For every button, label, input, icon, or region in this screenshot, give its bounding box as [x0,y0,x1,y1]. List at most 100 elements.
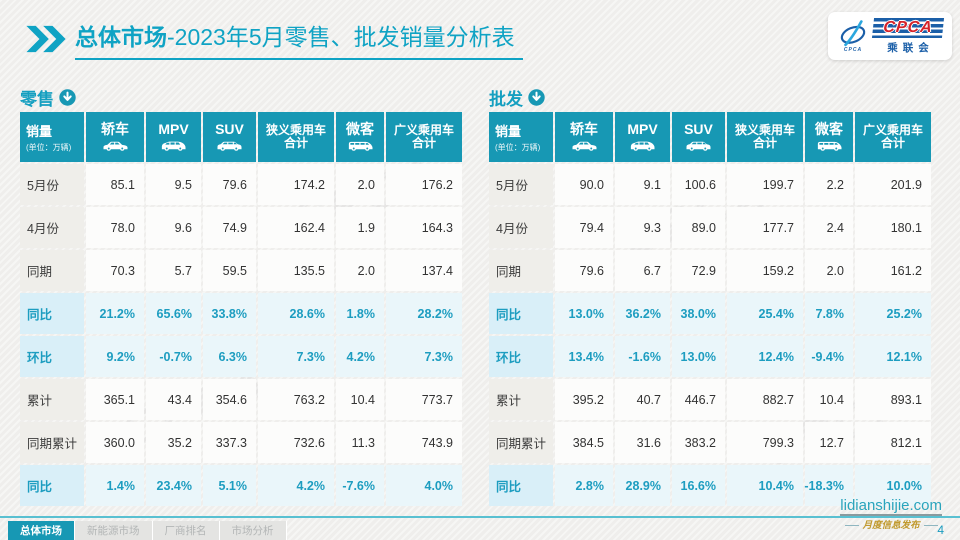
table-cell: 21.2% [86,293,144,334]
table-cell: 13.0% [555,293,613,334]
table-cell: 743.9 [386,422,462,463]
table-cell: 177.7 [727,207,803,248]
sedan-icon [571,139,598,152]
column-header: SUV [203,112,256,162]
footer-tab[interactable]: 总体市场 [8,521,75,540]
table-cell: 10.4 [805,379,853,420]
table-cell: 31.6 [615,422,670,463]
footer-tab[interactable]: 市场分析 [219,521,287,540]
table-cell: 9.1 [615,164,670,205]
site-link[interactable]: lidianshijie.com [840,497,942,516]
table-cell: 174.2 [258,164,334,205]
double-chevron-icon [26,25,66,53]
mpv-icon [629,139,656,152]
tagline-text: 月度信息发布 [862,520,920,531]
table-cell: 33.8% [203,293,256,334]
download-arrow-icon [59,88,76,106]
row-label: 同比 [20,293,84,334]
section-title: 批发 [489,89,523,109]
microvan-icon [816,139,843,152]
mpv-icon [160,139,187,152]
tagline-dash [844,524,859,526]
table-cell: 1.8% [336,293,384,334]
page-title: 总体市场-2023年5月零售、批发销量分析表 [75,22,523,60]
column-header-label: SUV [215,120,244,137]
column-header-label: 微客 [346,120,374,137]
table-cell: 100.6 [672,164,725,205]
table-cell: 2.0 [336,250,384,291]
row-label: 同比 [20,465,84,506]
logo-stripes: CPCA [871,17,945,38]
column-header: SUV [672,112,725,162]
row-label: 同比 [489,465,553,506]
row-label: 同比 [489,293,553,334]
column-header-label: 狭义乘用车 合计 [734,122,795,150]
table-cell: 59.5 [203,250,256,291]
cpca-logo: CPCA CPCA 乘联会 [828,12,952,60]
footer-tab[interactable]: 厂商排名 [152,521,220,540]
table-cell: 79.6 [555,250,613,291]
table-cell: 1.9 [336,207,384,248]
section-header: 批发 [489,86,931,109]
footer-divider [0,516,960,518]
column-header: 轿车 [555,112,613,162]
retail-table: 零售 销量 (单位：万辆) 轿车 MPV SUV 狭义乘用车 合计 微客 广义乘用车 合计 5月份 85… [20,86,462,506]
suv-icon [685,139,712,152]
table-cell: 65.6% [146,293,201,334]
table-cell: -0.7% [146,336,201,377]
column-header-label: 狭义乘用车 合计 [265,122,326,150]
table-cell: 4.2% [336,336,384,377]
table-cell: 6.7 [615,250,670,291]
section-header: 零售 [20,86,462,109]
microvan-icon [347,139,374,152]
table-cell: 354.6 [203,379,256,420]
column-header: MPV [146,112,201,162]
table-cell: 337.3 [203,422,256,463]
row-label: 环比 [489,336,553,377]
table-cell: 90.0 [555,164,613,205]
table-cell: 360.0 [86,422,144,463]
column-header: MPV [615,112,670,162]
table-cell: 812.1 [855,422,931,463]
table-cell: 70.3 [86,250,144,291]
corner-label: 销量 [495,124,522,139]
footer-tab[interactable]: 新能源市场 [75,521,153,540]
row-label: 4月份 [20,207,84,248]
table-cell: 7.8% [805,293,853,334]
table-cell: 2.4 [805,207,853,248]
table-cell: 6.3% [203,336,256,377]
column-header-label: 微客 [815,120,843,137]
table-cell: 383.2 [672,422,725,463]
footer-tabbar: 总体市场 新能源市场 厂商排名 市场分析 [8,521,287,540]
data-table: 销量 (单位：万辆) 轿车 MPV SUV 狭义乘用车 合计 微客 广义乘用车 合计 5月份 90.0… [489,112,931,506]
corner-label: 销量 [26,124,53,139]
section-title: 零售 [20,89,54,109]
table-cell: 12.4% [727,336,803,377]
table-cell: 763.2 [258,379,334,420]
table-cell: 176.2 [386,164,462,205]
logo-caption: CPCA [843,47,863,53]
table-cell: 395.2 [555,379,613,420]
table-cell: -7.6% [336,465,384,506]
column-header-label: SUV [684,120,713,137]
column-header: 广义乘用车 合计 [386,112,462,162]
column-header: 轿车 [86,112,144,162]
table-cell: 5.1% [203,465,256,506]
table-cell: 25.2% [855,293,931,334]
row-label: 同期累计 [489,422,553,463]
wholesale-table: 批发 销量 (单位：万辆) 轿车 MPV SUV 狭义乘用车 合计 微客 广义乘用车 合计 5月份 90… [489,86,931,506]
column-header: 狭义乘用车 合计 [727,112,803,162]
logo-brand-text: CPCA [882,18,934,36]
row-label: 同期 [20,250,84,291]
page-title-rest: -2023年5月零售、批发销量分析表 [167,24,515,50]
table-cell: 35.2 [146,422,201,463]
table-cell: 25.4% [727,293,803,334]
table-cell: 10.4 [336,379,384,420]
row-label: 同期累计 [20,422,84,463]
table-cell: 164.3 [386,207,462,248]
page-title-bold: 总体市场 [75,24,167,50]
table-cell: 78.0 [86,207,144,248]
table-cell: 13.4% [555,336,613,377]
table-cell: 5.7 [146,250,201,291]
